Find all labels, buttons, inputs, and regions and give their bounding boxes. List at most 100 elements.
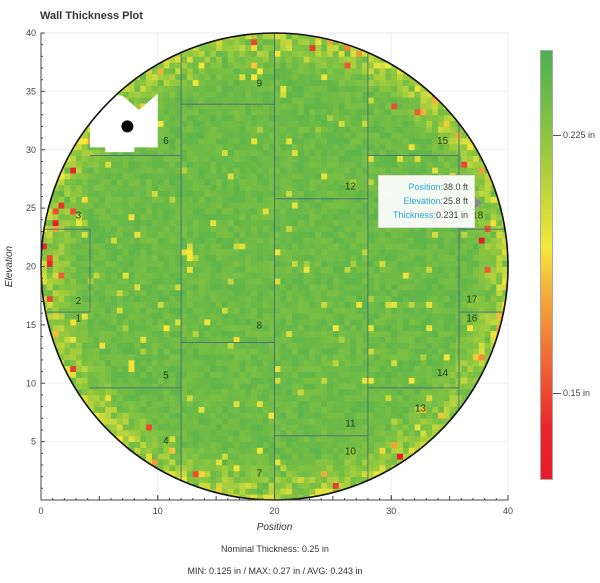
heatmap-cell xyxy=(134,85,141,92)
heatmap-cell xyxy=(449,365,456,372)
heatmap-cell xyxy=(204,190,211,197)
heatmap-cell xyxy=(163,103,170,110)
heatmap-cell xyxy=(286,161,293,168)
heatmap-cell xyxy=(391,260,398,267)
heatmap-cell xyxy=(151,307,159,314)
heatmap-cell xyxy=(274,348,281,355)
heatmap-cell xyxy=(245,108,252,116)
heatmap-cell xyxy=(221,330,229,337)
heatmap-cell xyxy=(268,248,275,256)
heatmap-cell xyxy=(186,383,194,390)
heatmap-cell xyxy=(221,295,229,302)
heatmap-cell xyxy=(239,73,246,81)
heatmap-cell xyxy=(303,103,310,110)
heatmap-cell xyxy=(297,365,305,372)
heatmap-cell xyxy=(373,354,380,361)
heatmap-cell xyxy=(321,301,328,308)
heatmap-cell xyxy=(76,307,83,314)
heatmap-cell xyxy=(151,213,159,221)
heatmap-cell xyxy=(443,348,451,355)
heatmap-cell xyxy=(338,464,345,472)
heatmap-cell xyxy=(274,50,281,57)
heatmap-cell xyxy=(52,260,59,267)
heatmap-cell xyxy=(321,237,328,244)
heatmap-cell xyxy=(87,173,94,180)
heatmap-cell xyxy=(64,184,71,192)
heatmap-cell xyxy=(350,225,357,232)
heatmap-cell xyxy=(163,359,170,367)
heatmap-cell xyxy=(338,208,345,215)
heatmap-cell xyxy=(379,459,386,466)
heatmap-cell xyxy=(338,284,345,291)
heatmap-cell xyxy=(437,284,445,291)
heatmap-cell xyxy=(192,149,200,156)
heatmap-cell xyxy=(210,470,217,478)
heatmap-cell xyxy=(186,435,194,443)
heatmap-cell xyxy=(280,470,287,478)
heatmap-cell xyxy=(303,400,310,407)
heatmap-cell xyxy=(432,371,439,378)
heatmap-cell xyxy=(280,359,287,367)
heatmap-cell xyxy=(356,155,363,162)
heatmap-cell xyxy=(81,231,89,238)
heatmap-cell xyxy=(256,470,264,478)
heatmap-cell xyxy=(332,459,340,466)
heatmap-cell xyxy=(76,149,83,156)
heatmap-cell xyxy=(204,272,211,279)
heatmap-cell xyxy=(186,178,194,186)
heatmap-cell xyxy=(303,394,310,402)
heatmap-cell xyxy=(379,161,386,168)
heatmap-cell xyxy=(216,149,223,156)
heatmap-cell xyxy=(76,202,83,209)
heatmap-cell xyxy=(309,79,316,86)
heatmap-cell xyxy=(315,377,322,384)
heatmap-cell xyxy=(204,348,211,355)
heatmap-cell xyxy=(198,143,205,151)
heatmap-cell xyxy=(169,173,176,180)
heatmap-cell xyxy=(76,237,83,244)
heatmap-cell xyxy=(443,278,451,285)
heatmap-cell xyxy=(181,464,188,472)
heatmap-cell xyxy=(356,359,363,367)
heatmap-cell xyxy=(239,213,246,221)
heatmap-cell xyxy=(280,44,287,51)
heatmap-cell xyxy=(379,424,386,431)
heatmap-cell xyxy=(116,91,124,98)
heatmap-cell xyxy=(186,103,194,110)
heatmap-cell xyxy=(350,173,357,180)
heatmap-cell xyxy=(385,418,392,425)
heatmap-cell xyxy=(420,330,427,337)
heatmap-cell xyxy=(268,196,275,203)
heatmap-cell xyxy=(251,383,258,390)
heatmap-cell xyxy=(362,184,369,192)
heatmap-cell xyxy=(70,173,77,180)
heatmap-cell xyxy=(134,412,141,419)
heatmap-cell xyxy=(245,120,252,127)
heatmap-cell xyxy=(76,365,83,372)
heatmap-cell xyxy=(245,44,252,51)
heatmap-cell xyxy=(426,149,433,156)
heatmap-cell xyxy=(262,319,270,326)
heatmap-cell xyxy=(198,400,205,407)
heatmap-cell xyxy=(146,219,153,227)
heatmap-cell xyxy=(362,108,369,116)
heatmap-cell xyxy=(292,50,299,57)
heatmap-cell xyxy=(169,108,176,116)
heatmap-cell xyxy=(192,319,200,326)
heatmap-cell xyxy=(175,85,182,92)
heatmap-cell xyxy=(344,307,351,314)
heatmap-cell xyxy=(449,237,456,244)
heatmap-cell xyxy=(233,412,240,419)
heatmap-cell xyxy=(70,219,77,227)
heatmap-cell xyxy=(397,272,404,279)
heatmap-cell xyxy=(58,184,65,192)
heatmap-cell xyxy=(350,103,357,110)
heatmap-cell xyxy=(385,359,392,367)
heatmap-cell xyxy=(437,377,445,384)
heatmap-cell xyxy=(93,354,100,361)
heatmap-cell xyxy=(87,377,94,384)
heatmap-cell xyxy=(233,50,240,57)
heatmap-cell xyxy=(332,50,340,57)
heatmap-cell xyxy=(116,418,124,425)
